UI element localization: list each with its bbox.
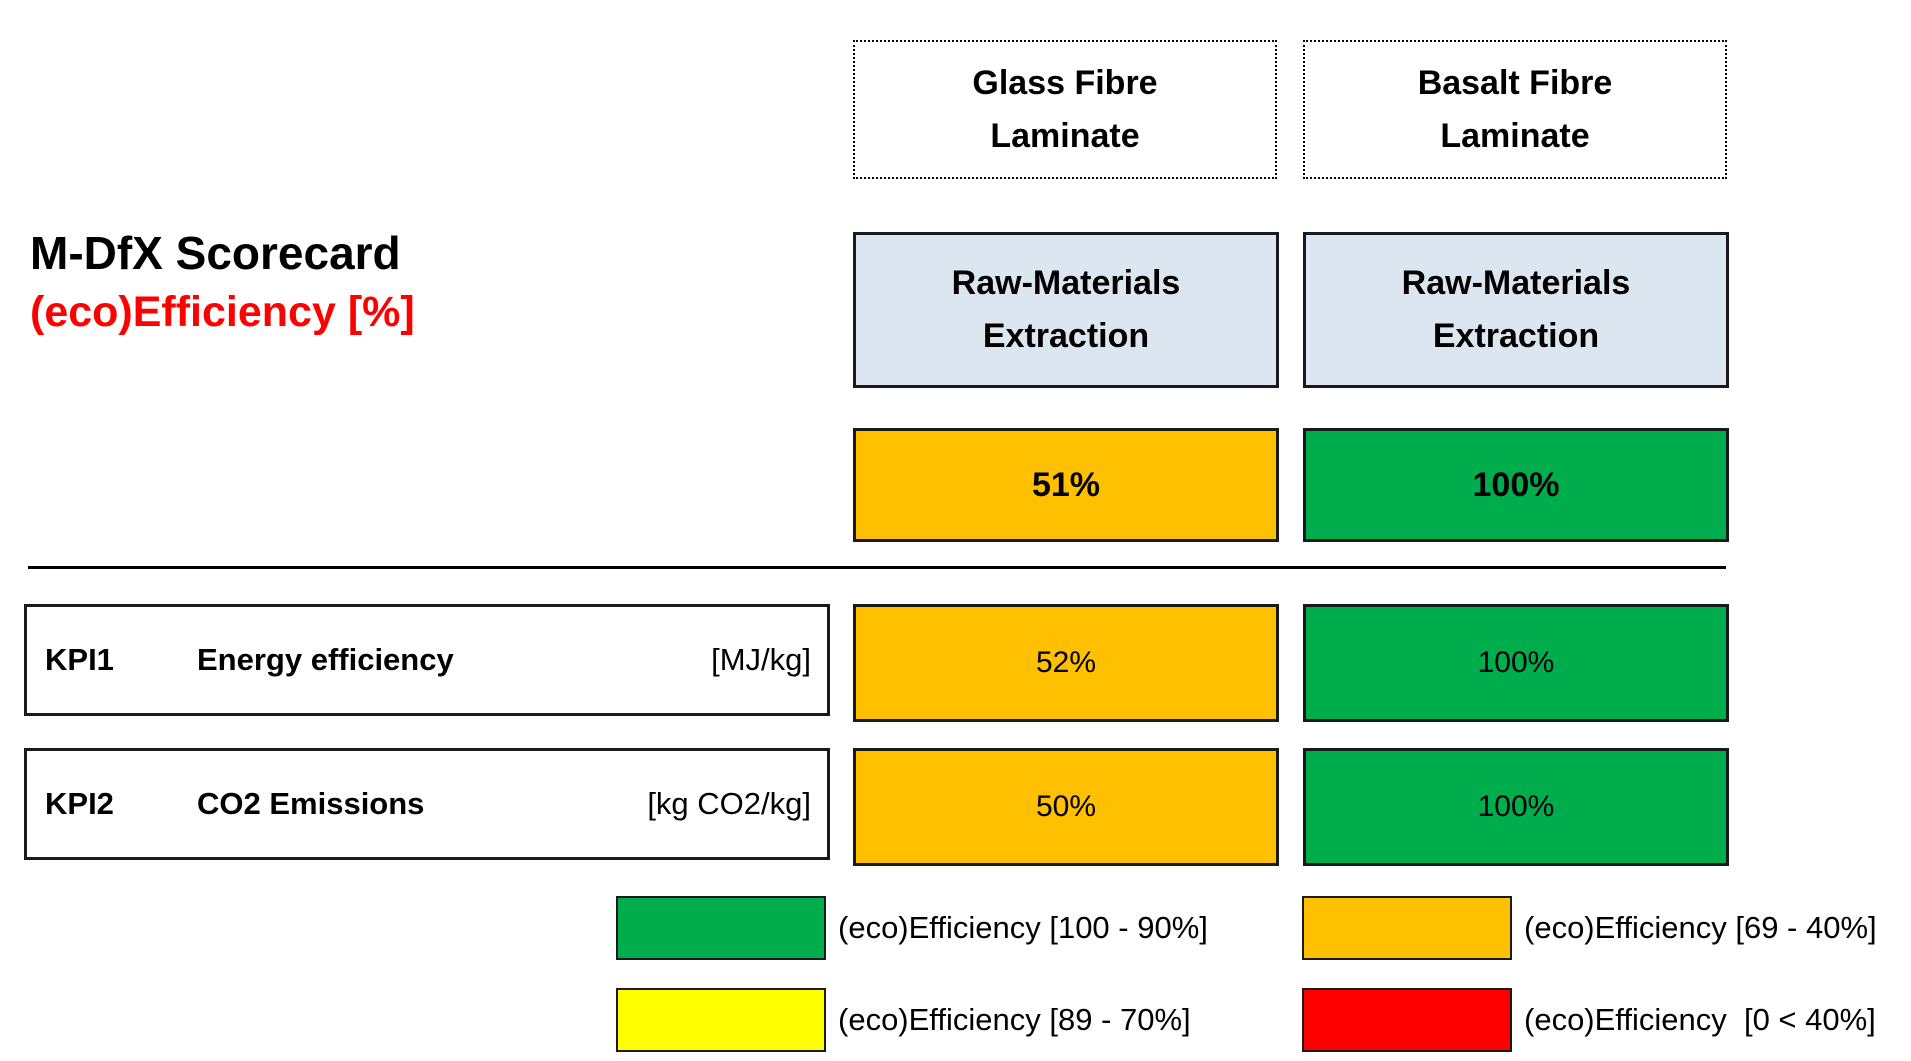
stage-box-glass: Raw-Materials Extraction	[853, 232, 1279, 388]
kpi2-name: CO2 Emissions	[197, 786, 425, 821]
kpi2-score-cell-basalt: 100%	[1303, 748, 1729, 866]
kpi1-score-cell-basalt: 100%	[1303, 604, 1729, 722]
scorecard-subtitle: (eco)Efficiency [%]	[30, 288, 415, 336]
kpi2-id: KPI2	[45, 786, 114, 821]
legend-label-yellow: (eco)Efficiency [89 - 70%]	[838, 1002, 1191, 1037]
legend-swatch-amber	[1302, 896, 1512, 960]
overall-score-cell-glass: 51%	[853, 428, 1279, 542]
legend-item-amber: (eco)Efficiency [69 - 40%]	[1302, 896, 1877, 960]
column-header-glass: Glass Fibre Laminate	[853, 40, 1277, 179]
legend-label-green: (eco)Efficiency [100 - 90%]	[838, 910, 1208, 945]
legend-item-green: (eco)Efficiency [100 - 90%]	[616, 896, 1208, 960]
stage-box-basalt: Raw-Materials Extraction	[1303, 232, 1729, 388]
legend-label-red: (eco)Efficiency [0 < 40%]	[1524, 1002, 1876, 1037]
kpi1-score-cell-glass: 52%	[853, 604, 1279, 722]
kpi1-label-box: KPI1 Energy efficiency [MJ/kg]	[24, 604, 830, 716]
kpi1-name: Energy efficiency	[197, 642, 454, 677]
legend-label-amber: (eco)Efficiency [69 - 40%]	[1524, 910, 1877, 945]
divider-line	[28, 566, 1726, 569]
kpi1-id: KPI1	[45, 642, 114, 677]
kpi2-label-box: KPI2 CO2 Emissions [kg CO2/kg]	[24, 748, 830, 860]
legend-swatch-green	[616, 896, 826, 960]
kpi1-unit: [MJ/kg]	[711, 642, 811, 677]
column-header-basalt: Basalt Fibre Laminate	[1303, 40, 1727, 179]
legend-item-yellow: (eco)Efficiency [89 - 70%]	[616, 988, 1191, 1052]
legend-swatch-red	[1302, 988, 1512, 1052]
legend-swatch-yellow	[616, 988, 826, 1052]
kpi2-score-cell-glass: 50%	[853, 748, 1279, 866]
scorecard-title: M-DfX Scorecard	[30, 227, 401, 279]
overall-score-cell-basalt: 100%	[1303, 428, 1729, 542]
legend-item-red: (eco)Efficiency [0 < 40%]	[1302, 988, 1876, 1052]
kpi2-unit: [kg CO2/kg]	[647, 786, 811, 821]
